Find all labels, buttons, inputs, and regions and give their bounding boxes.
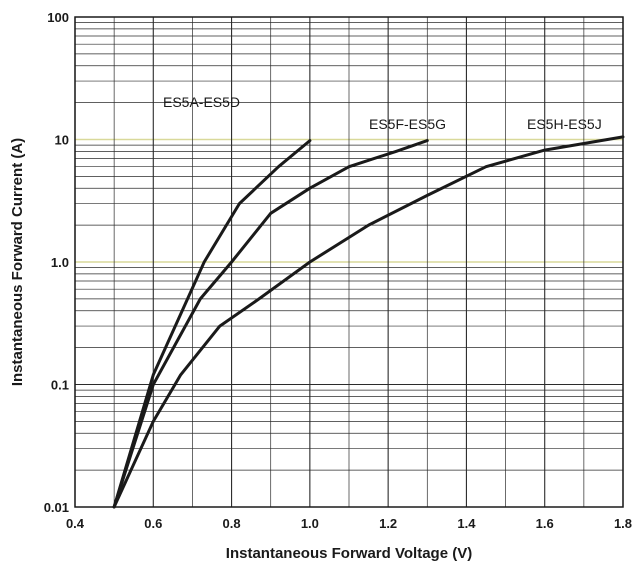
y-axis-title: Instantaneous Forward Current (A) xyxy=(9,138,26,386)
x-tick-label: 0.8 xyxy=(223,516,241,531)
series-label-es5a-es5d: ES5A-ES5D xyxy=(163,94,240,110)
y-tick-label: 10 xyxy=(55,133,69,148)
grid-lines xyxy=(74,17,624,508)
series-label-es5h-es5j: ES5H-ES5J xyxy=(527,116,602,132)
x-tick-label: 1.6 xyxy=(536,516,554,531)
x-tick-label: 1.8 xyxy=(614,516,632,531)
x-tick-label: 1.4 xyxy=(457,516,476,531)
series-line-es5f-es5g xyxy=(112,139,429,509)
y-tick-label: 0.1 xyxy=(51,378,69,393)
series-line-es5a-es5d xyxy=(112,139,312,509)
x-axis-title: Instantaneous Forward Voltage (V) xyxy=(226,545,472,562)
y-tick-label: 1.0 xyxy=(51,255,69,270)
x-tick-label: 0.6 xyxy=(144,516,162,531)
series-lines xyxy=(112,135,625,509)
x-tick-label: 1.2 xyxy=(379,516,397,531)
y-tick-label: 0.01 xyxy=(44,500,69,515)
y-tick-label: 100 xyxy=(47,10,69,25)
x-tick-label: 0.4 xyxy=(66,516,85,531)
x-tick-label: 1.0 xyxy=(301,516,319,531)
series-label-es5f-es5g: ES5F-ES5G xyxy=(369,116,446,132)
series-line-es5h-es5j xyxy=(112,135,625,509)
tick-labels: 0.4 0.6 0.8 1.0 1.2 1.4 1.6 1.8 0.01 0.1 1.0 10 100 xyxy=(44,10,632,531)
plot-frame xyxy=(74,16,624,508)
